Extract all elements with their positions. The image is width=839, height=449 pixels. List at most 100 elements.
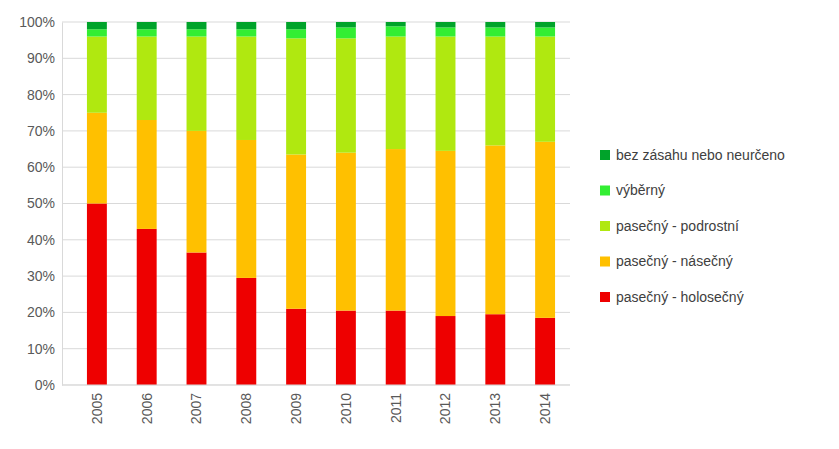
legend-swatch: [600, 221, 610, 231]
bar: [535, 37, 555, 142]
bar: [336, 311, 356, 385]
x-tick-label: 2009: [288, 393, 304, 424]
bar: [137, 229, 157, 385]
bar: [87, 22, 107, 29]
bar: [485, 27, 505, 36]
y-tick-label: 60%: [27, 159, 55, 175]
bar: [137, 37, 157, 120]
legend: bez zásahu nebo neurčeno výběrný pasečný -…: [600, 147, 785, 305]
y-tick: 40%: [27, 232, 62, 248]
y-tick: 50%: [27, 195, 62, 211]
legend-item: pasečný - holosečný: [600, 289, 744, 305]
y-tick-label: 90%: [27, 50, 55, 66]
bar: [87, 113, 107, 204]
y-tick-label: 70%: [27, 123, 55, 139]
y-tick: 70%: [27, 123, 62, 139]
chart: 0% 10% 20% 30% 40% 50% 60% 70% 80% 90% 100% 2005 200…: [0, 0, 839, 449]
x-tick: 2008: [238, 385, 254, 424]
x-tick: 2011: [388, 385, 404, 423]
x-tick-label: 2014: [537, 393, 553, 424]
legend-item: bez zásahu nebo neurčeno: [600, 147, 785, 163]
grid: [62, 22, 570, 385]
bar: [535, 318, 555, 385]
x-tick-label: 2010: [338, 393, 354, 424]
y-tick-label: 10%: [27, 341, 55, 357]
bar: [236, 140, 256, 278]
bar: [485, 37, 505, 146]
series: [87, 37, 555, 155]
bar: [386, 149, 406, 311]
y-tick-label: 20%: [27, 304, 55, 320]
bar: [336, 22, 356, 27]
y-tick: 30%: [27, 268, 62, 284]
legend-label: bez zásahu nebo neurčeno: [616, 147, 785, 163]
bar: [87, 37, 107, 113]
bar: [137, 29, 157, 36]
bar: [436, 37, 456, 151]
bar: [336, 153, 356, 311]
bar: [336, 27, 356, 38]
bar: [236, 37, 256, 140]
bar: [485, 314, 505, 385]
x-tick-label: 2006: [139, 393, 155, 424]
bar: [187, 37, 207, 131]
bar: [485, 22, 505, 27]
y-tick-label: 40%: [27, 232, 55, 248]
bar: [336, 38, 356, 152]
bar: [436, 27, 456, 36]
legend-swatch: [600, 292, 610, 302]
series: [87, 26, 555, 38]
x-axis-line: [62, 385, 570, 386]
bar: [187, 29, 207, 36]
y-tick: 0%: [35, 377, 62, 393]
y-tick-label: 30%: [27, 268, 55, 284]
y-tick: 20%: [27, 304, 62, 320]
series: [87, 22, 555, 29]
y-axis: 0% 10% 20% 30% 40% 50% 60% 70% 80% 90% 100%: [19, 14, 62, 393]
bar: [286, 22, 306, 29]
bar: [87, 204, 107, 386]
bar: [485, 145, 505, 314]
grid-line: [62, 385, 570, 386]
bar: [137, 120, 157, 229]
bar: [535, 22, 555, 27]
legend-item: pasečný - násečný: [600, 253, 733, 269]
legend-item: výběrný: [600, 182, 665, 198]
x-tick: 2013: [487, 385, 503, 424]
legend-label: pasečný - násečný: [616, 253, 733, 269]
bar: [87, 29, 107, 36]
legend-swatch: [600, 186, 610, 196]
y-tick: 100%: [19, 14, 62, 30]
bar: [436, 22, 456, 27]
bar: [386, 37, 406, 150]
bar: [286, 38, 306, 154]
x-tick: 2010: [338, 385, 354, 424]
x-tick: 2005: [89, 385, 105, 424]
x-tick: 2007: [188, 385, 204, 424]
bar: [386, 22, 406, 26]
x-axis: 2005200620072008200920102011201220132014: [62, 385, 570, 424]
x-tick: 2006: [139, 385, 155, 424]
x-tick-label: 2007: [188, 393, 204, 424]
bar: [436, 151, 456, 316]
x-tick: 2009: [288, 385, 304, 424]
bar: [187, 253, 207, 385]
y-tick: 90%: [27, 50, 62, 66]
series: [87, 204, 555, 386]
legend-label: pasečný - holosečný: [616, 289, 744, 305]
y-tick-label: 50%: [27, 195, 55, 211]
bar: [535, 27, 555, 36]
bar: [236, 29, 256, 36]
bar: [386, 311, 406, 385]
y-tick-label: 100%: [19, 14, 55, 30]
x-tick: 2014: [537, 385, 553, 424]
x-tick-label: 2013: [487, 393, 503, 424]
y-tick: 10%: [27, 341, 62, 357]
bars: [87, 22, 555, 385]
legend-swatch: [600, 150, 610, 160]
bar: [236, 22, 256, 29]
bar: [187, 22, 207, 29]
y-tick: 60%: [27, 159, 62, 175]
x-tick-label: 2008: [238, 393, 254, 424]
y-tick-label: 80%: [27, 87, 55, 103]
